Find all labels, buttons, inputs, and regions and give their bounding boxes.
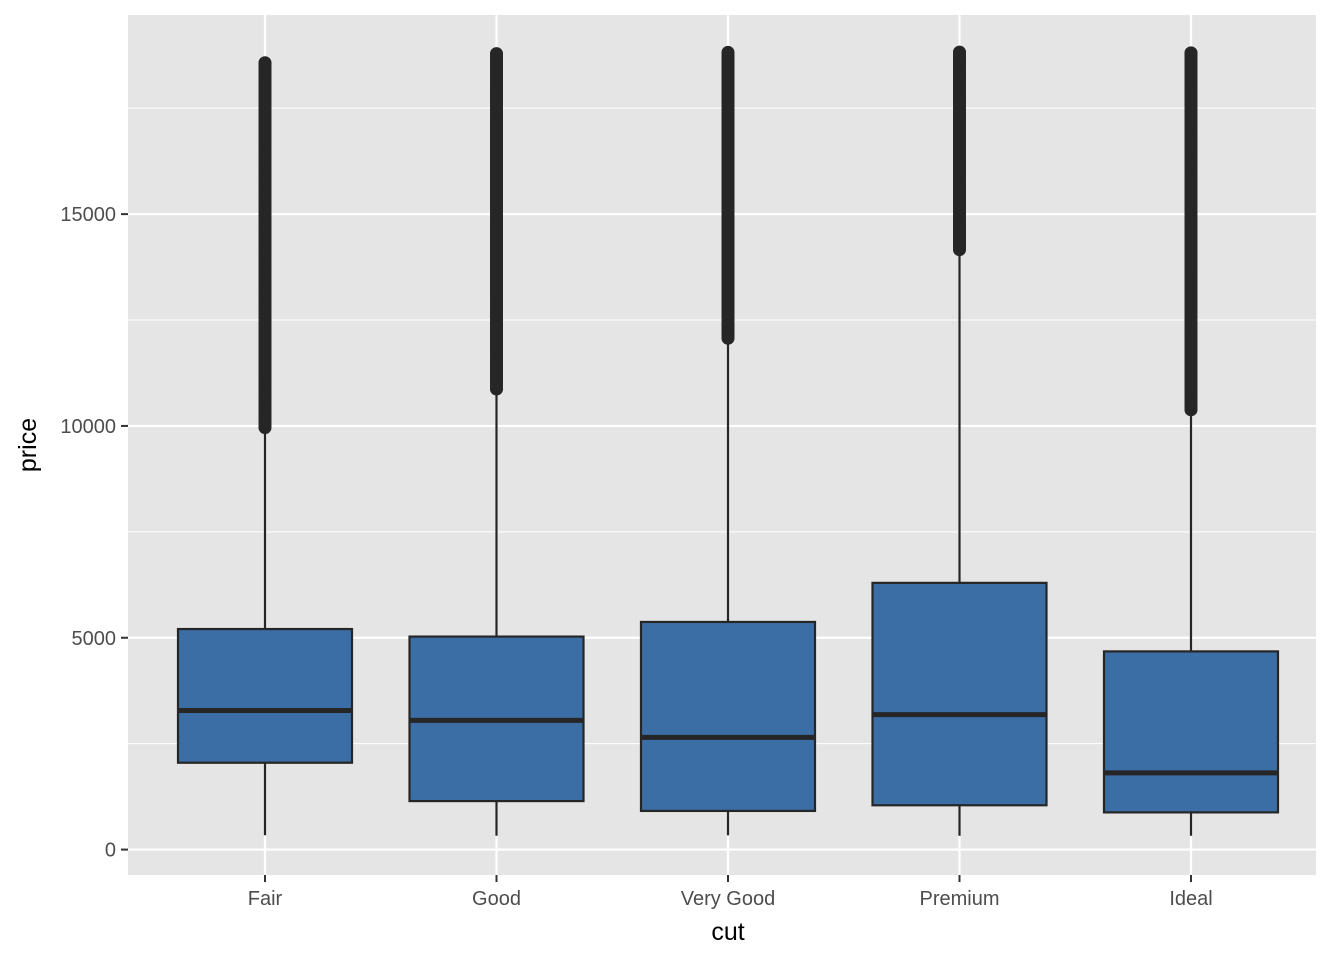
y-tick-label: 15000 xyxy=(60,204,116,226)
box xyxy=(871,581,1048,807)
outlier-point xyxy=(953,45,966,59)
box xyxy=(176,627,354,764)
x-tick-label: Very Good xyxy=(681,888,776,910)
box-group xyxy=(871,45,1048,836)
axes: 0 5000 10000 15000 Fair Good Very Good Premium I… xyxy=(60,204,1212,910)
x-tick-label: Fair xyxy=(248,888,283,910)
x-tick-label: Premium xyxy=(919,888,999,910)
boxes xyxy=(176,45,1280,836)
box-group xyxy=(639,45,817,836)
y-tick-label: 5000 xyxy=(72,628,117,650)
y-axis-title: price xyxy=(14,418,42,472)
outlier-point xyxy=(1184,46,1198,60)
y-tick-label: 0 xyxy=(105,840,116,862)
box-group xyxy=(176,56,354,836)
box xyxy=(1102,650,1280,814)
x-axis-title: cut xyxy=(711,918,744,946)
x-tick-label: Ideal xyxy=(1169,888,1212,910)
box-group xyxy=(1102,46,1280,836)
outlier-point xyxy=(721,45,735,59)
box xyxy=(639,620,817,813)
x-tick-label: Good xyxy=(472,888,521,910)
box-group xyxy=(408,47,585,836)
outlier-point xyxy=(258,56,272,70)
outlier-point xyxy=(490,47,503,61)
y-tick-label: 10000 xyxy=(60,416,116,438)
